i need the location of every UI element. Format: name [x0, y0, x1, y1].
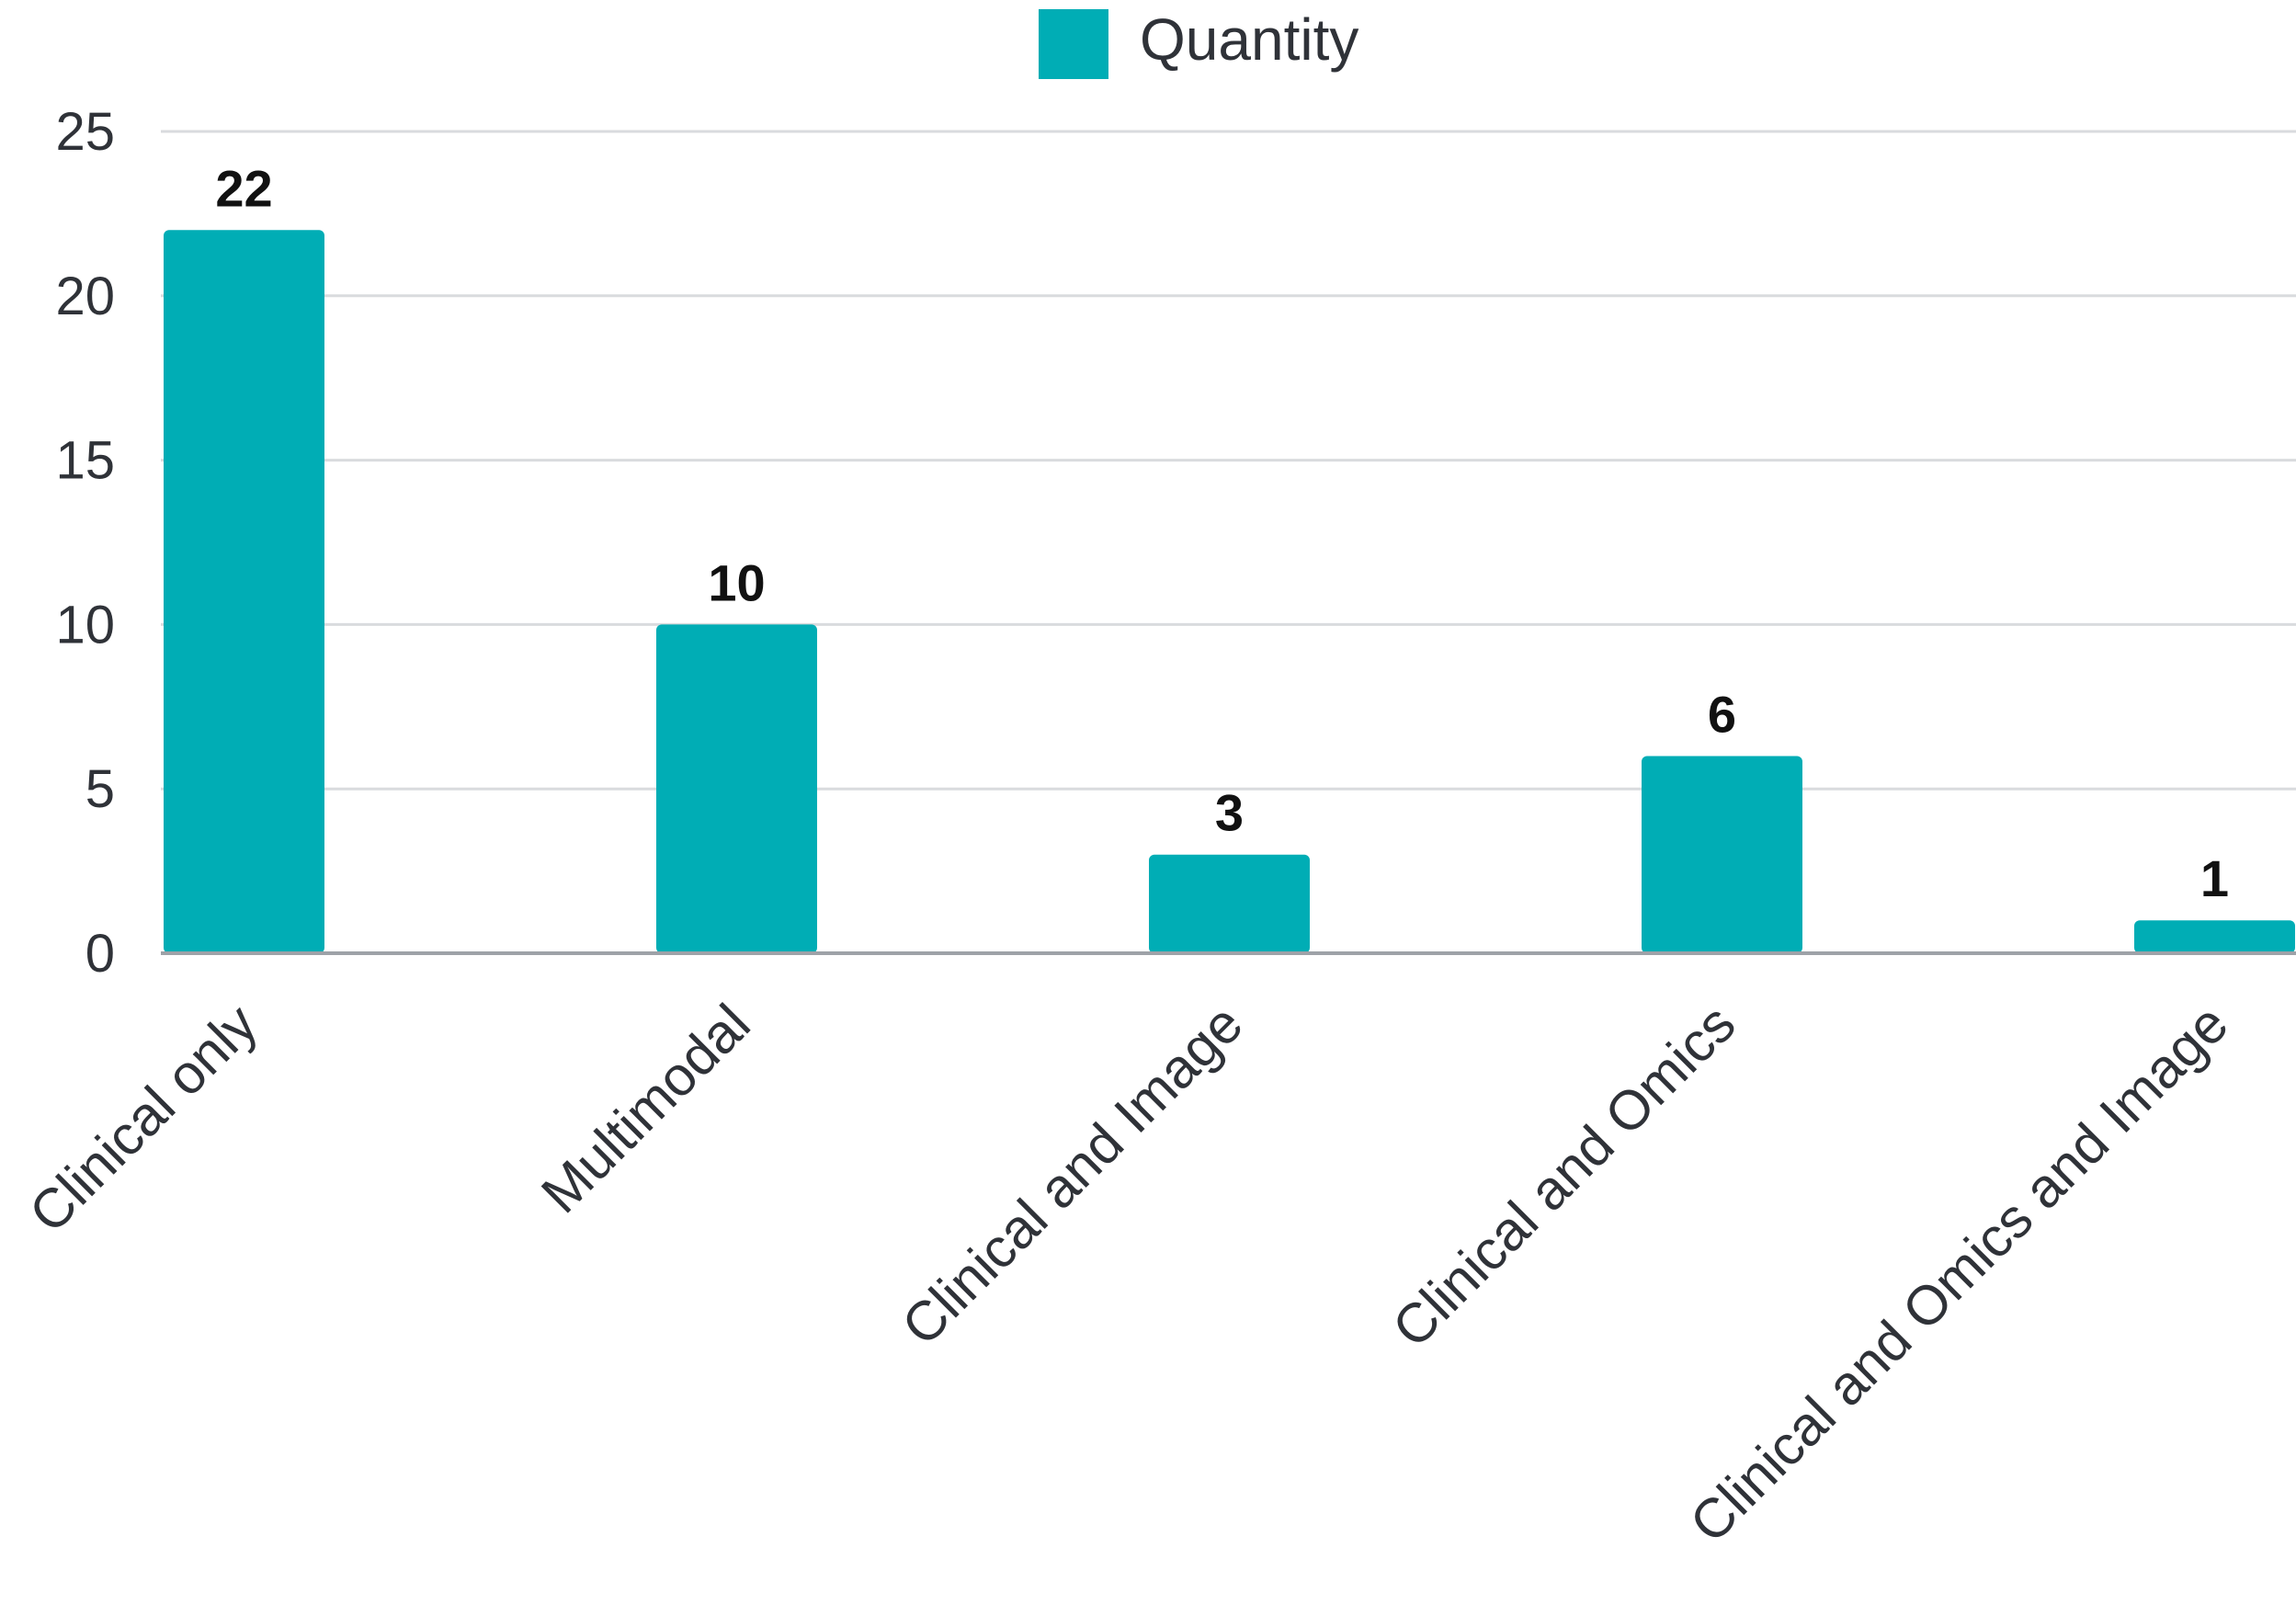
- x-category-label: Clinical and Omics and Image: [1678, 993, 2240, 1554]
- y-tick-label: 20: [55, 267, 115, 326]
- x-category-label: Clinical and Omics: [1381, 993, 1747, 1360]
- gridlines: [161, 130, 2296, 791]
- data-label: 3: [1215, 784, 1244, 842]
- y-tick-label: 5: [85, 759, 115, 819]
- x-axis-categories: Clinical only Multimodal Clinical and Imag…: [17, 993, 2240, 1554]
- y-tick-label: 25: [55, 102, 115, 162]
- x-category-label: Clinical only: [17, 993, 269, 1245]
- y-tick-label: 10: [55, 595, 115, 654]
- y-tick-label: 0: [85, 924, 115, 984]
- y-tick-label: 15: [55, 431, 115, 491]
- x-category-label: Clinical and Image: [890, 993, 1254, 1357]
- data-label: 6: [1708, 685, 1736, 743]
- bars: [164, 230, 2295, 953]
- bar: [656, 624, 817, 953]
- bar: [1642, 756, 1802, 953]
- bar: [164, 230, 324, 953]
- legend-swatch: [1039, 9, 1108, 79]
- legend: Quantity: [1039, 6, 1358, 79]
- bar: [2134, 920, 2295, 953]
- data-labels: 22 10 3 6 1: [215, 159, 2229, 907]
- legend-label-quantity: Quantity: [1140, 6, 1358, 73]
- data-label: 10: [708, 553, 765, 611]
- y-axis-ticks: 0 5 10 15 20 25: [55, 102, 115, 984]
- x-category-label: Multimodal: [529, 993, 762, 1225]
- data-label: 22: [215, 159, 272, 217]
- bar: [1149, 854, 1310, 953]
- data-label: 1: [2200, 849, 2229, 907]
